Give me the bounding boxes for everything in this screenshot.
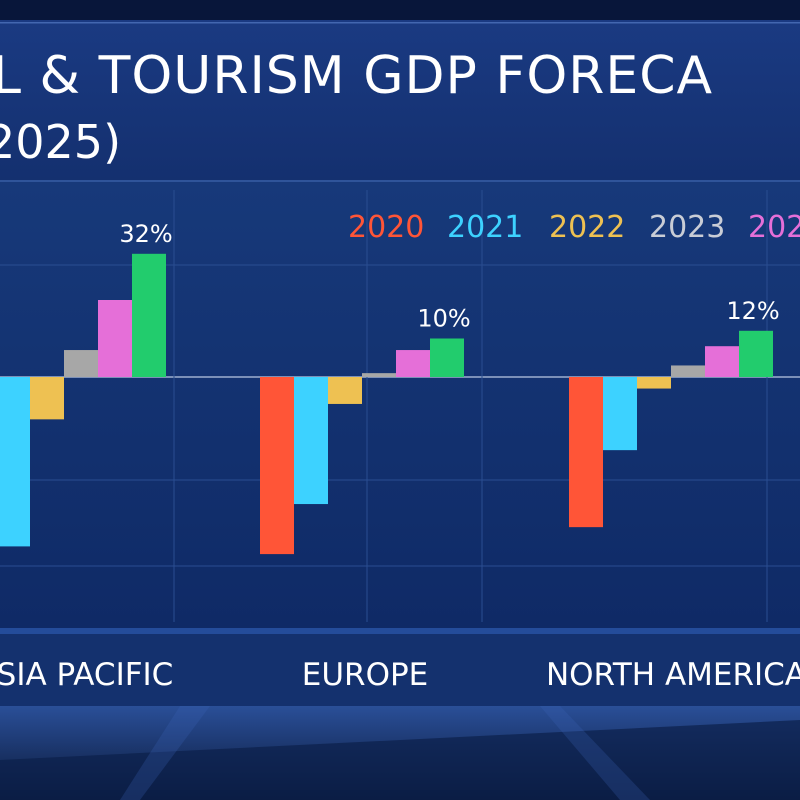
category-label-2: NORTH AMERICA <box>546 657 800 693</box>
bar-2025-1 <box>430 338 464 377</box>
bar-2023-2 <box>671 365 705 377</box>
category-label-0: SIA PACIFIC <box>0 657 173 693</box>
gridlines <box>0 190 800 622</box>
bar-2022-0 <box>30 377 64 420</box>
bar-2025-0 <box>132 253 166 377</box>
title-band <box>0 20 800 180</box>
chart-title: L & TOURISM GDP FORECA <box>0 44 800 114</box>
data-label-0: 32% <box>119 220 172 248</box>
bar-2020-1 <box>260 377 294 555</box>
chart-subtitle: 2025) <box>0 112 400 172</box>
bar-2024-2 <box>705 346 739 377</box>
bar-2023-0 <box>64 350 98 377</box>
chart-subtitle-text: 2025) <box>0 115 122 169</box>
bar-2022-1 <box>328 377 362 404</box>
category-label-1: EUROPE <box>302 657 429 693</box>
bar-2025-2 <box>739 330 773 377</box>
category-labels: SIA PACIFIC EUROPE NORTH AMERICA <box>0 657 800 693</box>
data-label-2: 12% <box>726 297 779 325</box>
bar-2021-2 <box>603 377 637 451</box>
bar-2022-2 <box>637 377 671 389</box>
bar-2023-1 <box>362 373 396 377</box>
bars <box>0 253 773 555</box>
chart-title-text: L & TOURISM GDP FORECA <box>0 46 714 106</box>
bar-2024-1 <box>396 350 430 377</box>
bar-2024-0 <box>98 300 132 377</box>
bar-2021-0 <box>0 377 30 547</box>
bar-2020-2 <box>569 377 603 528</box>
data-label-1: 10% <box>417 305 470 333</box>
data-labels: 32% 10% 12% <box>119 220 779 333</box>
category-band <box>0 634 800 706</box>
bar-2021-1 <box>294 377 328 505</box>
